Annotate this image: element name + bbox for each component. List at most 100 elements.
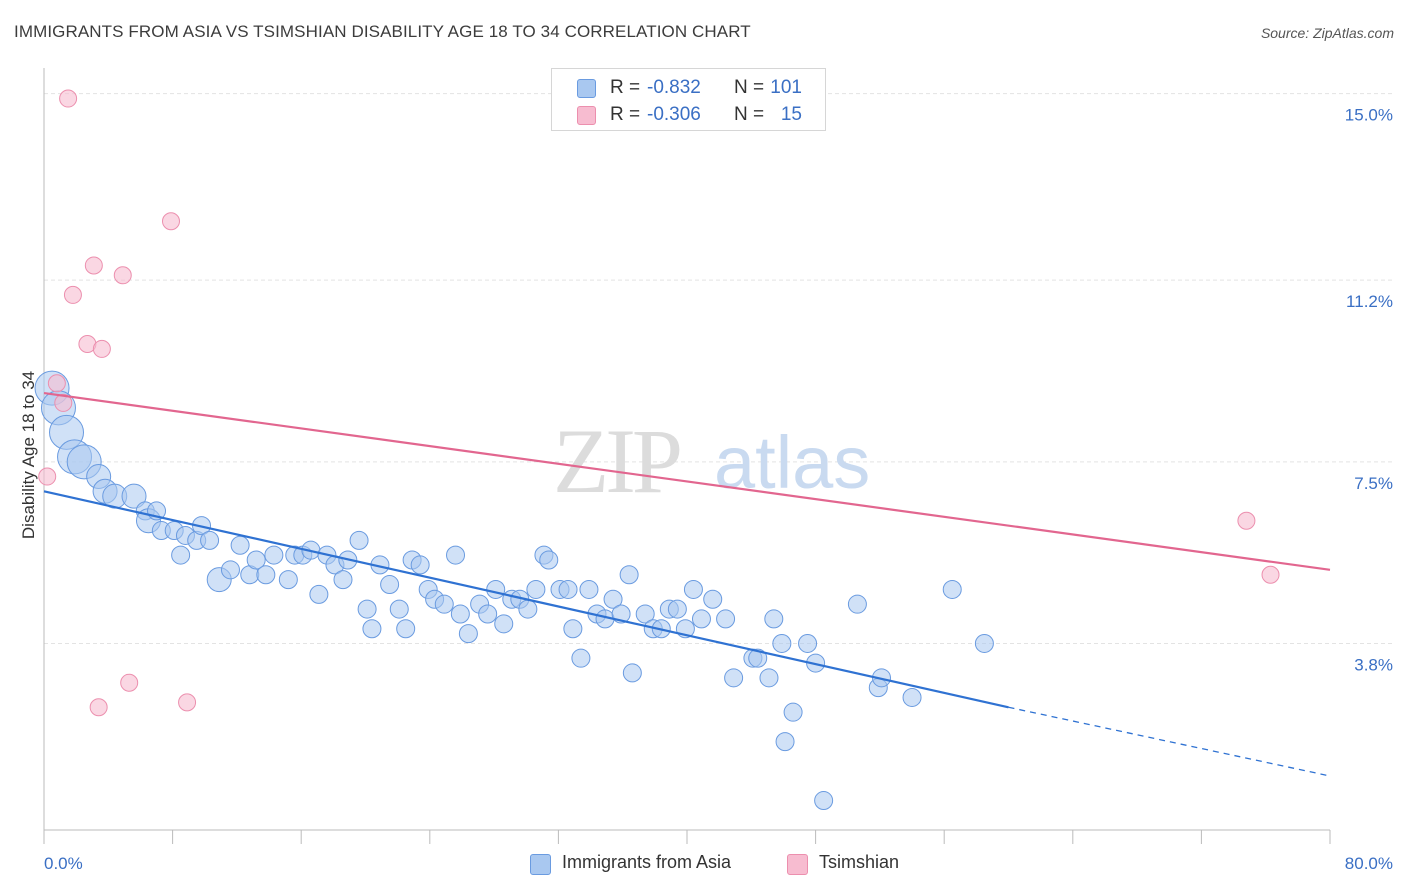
series-legend: Immigrants from Asia Tsimshian [0, 852, 1406, 878]
data-point-asia [450, 604, 470, 624]
data-point-tsimshian [59, 89, 78, 108]
data-point-asia [171, 545, 191, 565]
data-point-asia [200, 530, 220, 550]
data-point-asia [486, 579, 506, 599]
data-point-asia [748, 648, 768, 668]
data-point-asia [691, 609, 711, 629]
data-point-asia [724, 668, 744, 688]
data-point-tsimshian [178, 693, 197, 712]
trendline-tsimshian [43, 392, 1331, 571]
data-point-asia [220, 560, 240, 580]
legend-n-label: N = [734, 77, 765, 98]
legend-swatch-tsimshian [577, 106, 596, 125]
series-label-tsimshian: Tsimshian [819, 852, 900, 872]
data-point-asia [759, 668, 779, 688]
data-point-asia [772, 633, 792, 653]
data-point-asia [798, 633, 818, 653]
data-point-tsimshian [63, 285, 82, 304]
data-point-asia [539, 550, 559, 570]
data-point-asia [349, 530, 369, 550]
legend-n-value: 15 [780, 104, 802, 125]
data-point-asia [396, 619, 416, 639]
y-tick-label: 15.0% [1345, 106, 1393, 125]
x-tick-label-min: 0.0% [44, 854, 83, 873]
data-point-asia [230, 535, 250, 555]
data-point-asia [622, 663, 642, 683]
data-point-asia [558, 579, 578, 599]
data-point-asia [389, 599, 409, 619]
legend-n-value: 101 [770, 77, 802, 98]
trendline-asia [43, 490, 1009, 709]
data-point-asia [526, 579, 546, 599]
y-tick-label: 7.5% [1354, 474, 1393, 493]
data-point-asia [635, 604, 655, 624]
data-point-asia [256, 565, 276, 585]
legend-n-label: N = [734, 104, 765, 125]
data-point-asia [783, 702, 803, 722]
data-point-asia [764, 609, 784, 629]
data-point-asia [278, 570, 298, 590]
watermark-atlas: atlas [714, 421, 870, 504]
data-point-asia [683, 579, 703, 599]
legend-row-tsimshian: R = -0.306 N = 15 [552, 101, 825, 127]
data-point-asia [814, 791, 834, 811]
data-point-asia [775, 732, 795, 752]
trendline-asia-extension [1008, 706, 1331, 777]
data-point-tsimshian [84, 256, 103, 275]
data-point-asia [246, 550, 266, 570]
data-point-asia [362, 619, 382, 639]
data-point-asia [603, 589, 623, 609]
series-swatch-asia [530, 854, 551, 875]
legend-r-value: -0.306 [647, 104, 701, 125]
series-swatch-tsimshian [787, 854, 808, 875]
legend-r-label: R = [610, 104, 641, 125]
data-point-tsimshian [89, 698, 108, 717]
data-point-tsimshian [161, 212, 180, 231]
y-axis-title: Disability Age 18 to 34 [19, 371, 38, 539]
data-point-asia [410, 555, 430, 575]
data-point-asia [478, 604, 498, 624]
data-point-asia [446, 545, 466, 565]
axis-layer: 3.8% 7.5% 11.2% 15.0% [43, 68, 1393, 844]
data-point-asia [434, 594, 454, 614]
data-point-asia [703, 589, 723, 609]
correlation-legend: R = -0.832 N = 101 R = -0.306 N = 15 [551, 68, 826, 131]
series-label-asia: Immigrants from Asia [562, 852, 732, 872]
data-point-asia [458, 624, 478, 644]
y-tick-label: 11.2% [1346, 292, 1393, 311]
data-point-asia [494, 614, 514, 634]
data-point-asia [619, 565, 639, 585]
legend-swatch-asia [577, 79, 596, 98]
data-point-asia [667, 599, 687, 619]
points-layer [34, 89, 1280, 811]
data-point-asia [380, 575, 400, 595]
data-point-asia [571, 648, 591, 668]
data-point-asia [518, 599, 538, 619]
data-point-tsimshian [92, 339, 111, 358]
data-point-asia [264, 545, 284, 565]
legend-r-value: -0.832 [647, 77, 701, 98]
data-point-asia [974, 633, 994, 653]
y-tick-label: 3.8% [1354, 655, 1393, 674]
data-point-asia [902, 687, 922, 707]
watermark-zip: ZIP [553, 410, 680, 512]
data-point-asia [121, 483, 147, 509]
data-point-asia [357, 599, 377, 619]
x-tick-label-max: 80.0% [1345, 854, 1393, 873]
data-point-asia [942, 579, 962, 599]
data-point-tsimshian [113, 266, 132, 285]
source-credit: Source: ZipAtlas.com [1260, 25, 1394, 41]
data-point-tsimshian [1237, 511, 1256, 530]
data-point-asia [333, 570, 353, 590]
legend-r-label: R = [610, 77, 641, 98]
data-point-asia [563, 619, 583, 639]
data-point-asia [579, 579, 599, 599]
watermark: ZIP atlas [553, 410, 870, 512]
data-point-tsimshian [120, 673, 139, 692]
grid-layer [44, 93, 1392, 644]
data-point-tsimshian [1261, 565, 1280, 584]
data-point-asia [309, 584, 329, 604]
data-point-asia [847, 594, 867, 614]
data-point-asia [716, 609, 736, 629]
